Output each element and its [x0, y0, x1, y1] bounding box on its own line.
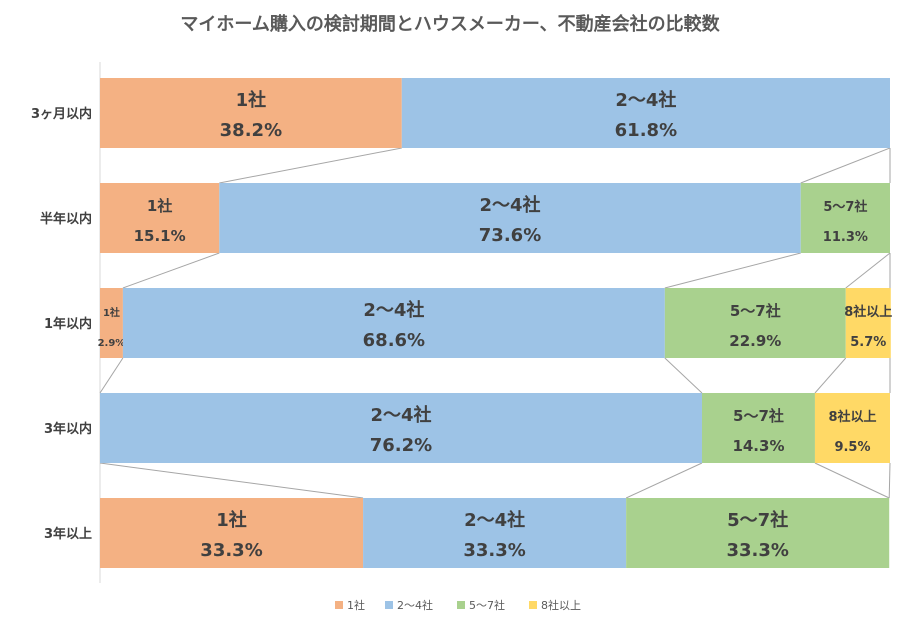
data-label-series: 1社 [147, 197, 172, 215]
category-label: 3年以内 [44, 421, 92, 437]
data-label-value: 5.7% [850, 335, 886, 350]
data-label-value: 15.1% [134, 227, 186, 245]
bar-segment [800, 183, 890, 253]
bar-segment [100, 183, 220, 253]
series-line [122, 252, 220, 289]
data-label-series: 5〜7社 [730, 302, 781, 320]
bar-segment [100, 78, 402, 148]
data-label-value: 73.6% [479, 225, 541, 246]
data-label-series: 1社 [103, 306, 120, 319]
series-line [99, 357, 124, 394]
series-line [800, 147, 891, 184]
legend-label: 5〜7社 [469, 598, 505, 612]
data-label-series: 5〜7社 [727, 509, 788, 531]
data-label-series: 2〜4社 [464, 509, 525, 531]
category-label: 1年以内 [44, 316, 92, 332]
series-line [845, 252, 891, 289]
category-label: 3ヶ月以内 [31, 106, 92, 122]
series-line [888, 462, 891, 499]
data-label-series: 2〜4社 [479, 194, 540, 216]
bar-segment [401, 78, 890, 148]
data-label-series: 2〜4社 [363, 299, 424, 321]
data-label-series: 2〜4社 [370, 404, 431, 426]
legend-swatch [529, 601, 537, 609]
bar-segment [626, 498, 890, 568]
legend-label: 2〜4社 [397, 598, 433, 612]
bar-segment [219, 183, 801, 253]
bar-segment [664, 288, 846, 358]
data-label-value: 33.3% [200, 540, 262, 561]
series-line [219, 147, 402, 184]
data-label-value: 2.9% [98, 338, 126, 349]
data-label-value: 11.3% [823, 230, 868, 245]
data-label-value: 14.3% [732, 437, 784, 455]
series-line [814, 462, 890, 499]
legend-swatch [385, 601, 393, 609]
data-label-value: 22.9% [729, 332, 781, 350]
data-label-value: 76.2% [370, 435, 432, 456]
bar-segment [122, 288, 665, 358]
data-label-value: 68.6% [363, 330, 425, 351]
data-label-value: 33.3% [726, 540, 788, 561]
bar-segment [100, 288, 123, 358]
series-line [664, 252, 801, 289]
series-line [99, 462, 364, 499]
data-label-series: 1社 [216, 509, 247, 531]
legend-swatch [457, 601, 465, 609]
bar-segment [845, 288, 891, 358]
legend-swatch [335, 601, 343, 609]
data-label-series: 2〜4社 [615, 89, 676, 111]
data-label-series: 5〜7社 [733, 407, 784, 425]
bar-segment [100, 393, 702, 463]
legend-label: 8社以上 [541, 598, 581, 612]
data-label-series: 5〜7社 [823, 199, 867, 215]
bar-segment [363, 498, 627, 568]
data-label-series: 8社以上 [844, 304, 892, 320]
category-label: 3年以上 [44, 526, 92, 542]
bar-segment [100, 498, 364, 568]
series-line [625, 462, 703, 499]
series-line [664, 357, 703, 394]
data-label-value: 33.3% [463, 540, 525, 561]
bar-segment [814, 393, 890, 463]
chart-title: マイホーム購入の検討期間とハウスメーカー、不動産会社の比較数 [180, 13, 720, 35]
legend-label: 1社 [347, 598, 365, 612]
data-label-value: 9.5% [834, 440, 870, 455]
data-label-series: 8社以上 [828, 409, 876, 425]
series-line [814, 357, 847, 394]
bar-segment [701, 393, 815, 463]
data-label-series: 1社 [236, 89, 267, 111]
data-label-value: 38.2% [220, 120, 282, 141]
category-label: 半年以内 [40, 211, 92, 227]
data-label-value: 61.8% [615, 120, 677, 141]
